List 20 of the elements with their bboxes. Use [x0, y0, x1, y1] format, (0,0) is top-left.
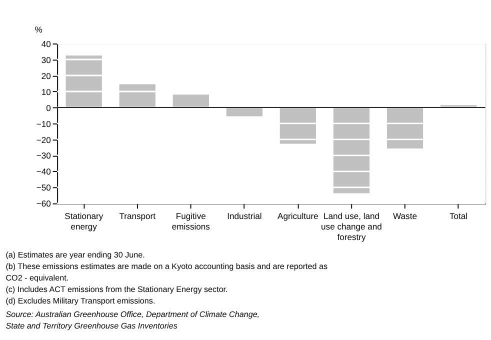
y-tick-label: 20	[41, 70, 52, 81]
y-tick-label: −40	[36, 166, 52, 177]
x-tick-label: Transport	[119, 211, 156, 222]
x-tick-label: Waste	[393, 211, 418, 222]
x-tick-label: Stationary energy	[64, 211, 104, 232]
y-tick-label: −20	[36, 134, 52, 145]
y-tick-label: −10	[36, 118, 52, 129]
y-tick-label: 10	[41, 86, 52, 97]
x-tick-label: Fugitive emissions	[172, 211, 210, 232]
y-tick-label: −30	[36, 150, 52, 161]
y-tick-label: 30	[41, 54, 52, 65]
x-tick-label: Agriculture	[278, 211, 319, 222]
x-tick-label: Land use, land use change and forestry	[321, 211, 382, 242]
x-tick-label: Industrial	[227, 211, 262, 222]
y-tick-label: 40	[41, 38, 52, 49]
y-tick-label: −50	[36, 182, 52, 193]
x-tick-label: Total	[449, 211, 468, 222]
y-tick-label: −60	[36, 198, 52, 209]
y-tick-label: 0	[46, 102, 52, 113]
y-axis-title: %	[34, 24, 43, 35]
